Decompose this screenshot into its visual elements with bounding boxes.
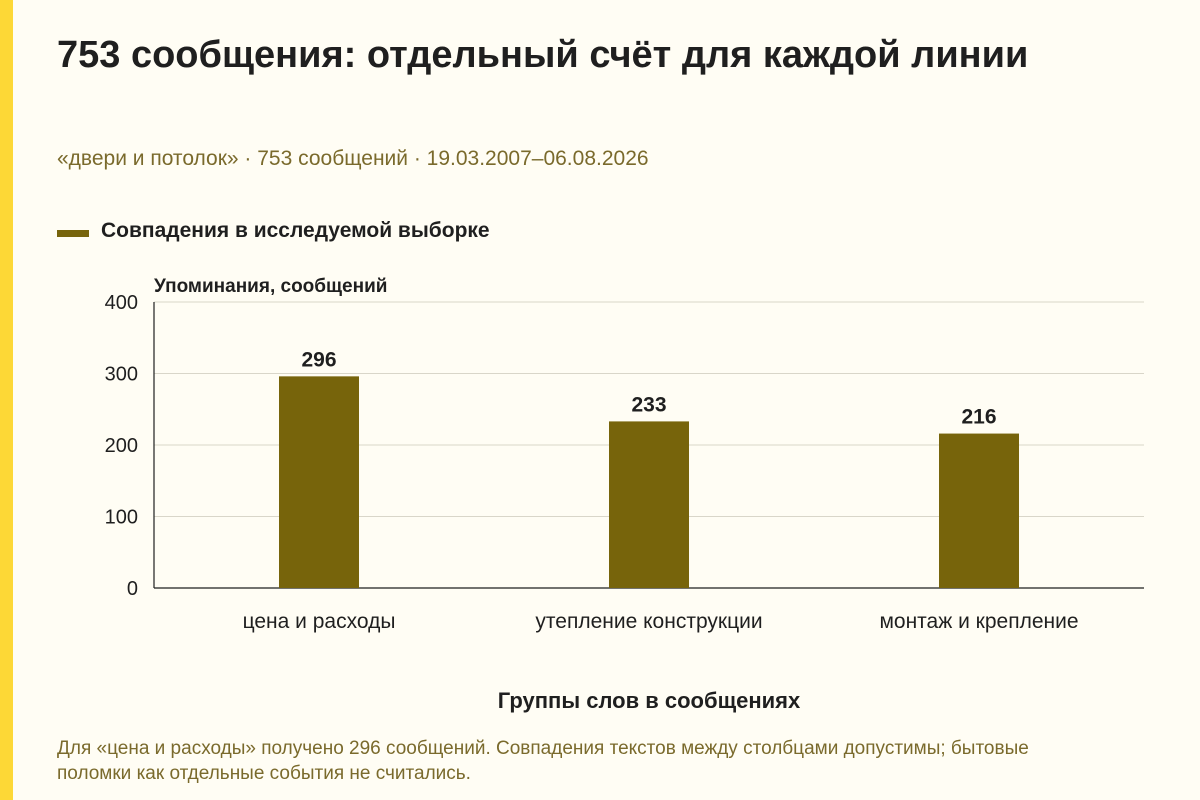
- chart-subtitle: «двери и потолок» · 753 сообщений · 19.0…: [57, 147, 649, 170]
- x-tick-label: монтаж и крепление: [879, 610, 1078, 633]
- legend: Совпадения в исследуемой выборке: [57, 219, 490, 243]
- legend-swatch: [57, 229, 89, 237]
- footnote: Для «цена и расходы» получено 296 сообще…: [57, 738, 1029, 784]
- y-tick-label: 200: [105, 435, 138, 457]
- x-axis-label: Группы слов в сообщениях: [498, 688, 801, 713]
- bar-value-label: 233: [631, 393, 666, 416]
- legend-label: Совпадения в исследуемой выборке: [101, 219, 490, 242]
- accent-strip: [0, 0, 13, 800]
- y-axis-label: Упоминания, сообщений: [154, 276, 387, 297]
- y-tick-label: 400: [105, 292, 138, 314]
- bar-value-label: 296: [301, 348, 336, 371]
- bar: [279, 376, 359, 588]
- bar: [939, 433, 1019, 588]
- y-tick-label: 300: [105, 364, 138, 386]
- y-tick-label: 0: [127, 578, 138, 600]
- y-tick-label: 100: [105, 507, 138, 529]
- x-tick-label: цена и расходы: [243, 610, 396, 633]
- x-tick-label: утепление конструкции: [535, 610, 762, 633]
- chart-title: 753 сообщения: отдельный счёт для каждой…: [57, 34, 1029, 76]
- bar-value-label: 216: [961, 406, 996, 429]
- bar: [609, 421, 689, 588]
